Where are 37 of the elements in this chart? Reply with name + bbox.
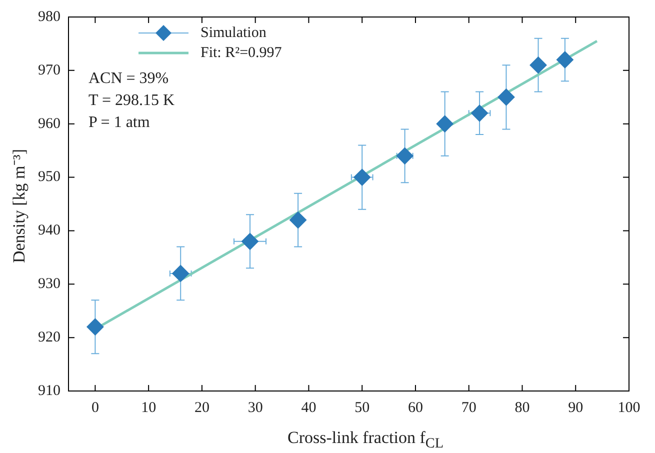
y-tick-label: 950 (38, 169, 60, 186)
x-tick-label: 20 (194, 400, 210, 416)
y-tick-label: 910 (38, 382, 60, 399)
x-tick-label: 80 (514, 400, 530, 416)
legend-label: Simulation (200, 24, 267, 41)
x-tick-label: 40 (301, 400, 316, 416)
point (86, 318, 104, 336)
x-tick-label: 10 (141, 400, 156, 416)
x-tick-label: 50 (354, 400, 370, 416)
point (354, 168, 371, 186)
point (498, 88, 515, 106)
y-tick-label: 970 (38, 62, 60, 78)
y-tick-label: 940 (38, 222, 60, 239)
point (241, 232, 258, 250)
annotation: T = 298.15 K (88, 92, 176, 110)
x-tick-label: 60 (408, 400, 423, 416)
point (290, 212, 307, 229)
legend-label: Fit: R²=0.997 (200, 44, 282, 61)
x-tick-label: 30 (248, 400, 263, 416)
annotation: ACN = 39% (88, 70, 169, 88)
point (172, 264, 190, 282)
x-tick-label: 70 (461, 400, 476, 416)
x-axis-title: Cross-link fraction f$_{CL}$ (286, 428, 444, 452)
y-tick-label: 930 (38, 276, 60, 292)
point (436, 115, 454, 132)
point (396, 147, 414, 164)
point (530, 56, 547, 74)
y-axis-title: Density [kg m⁻³] (8, 148, 30, 264)
x-tick-label: 100 (618, 400, 640, 416)
annotation: P = 1 atm (88, 114, 150, 132)
point (556, 51, 574, 68)
y-tick-label: 980 (38, 8, 60, 25)
y-tick-label: 960 (38, 116, 60, 132)
y-tick-label: 920 (38, 330, 60, 346)
x-tick-label: 0 (91, 400, 99, 416)
x-tick-label: 90 (568, 400, 584, 416)
point (471, 104, 488, 122)
